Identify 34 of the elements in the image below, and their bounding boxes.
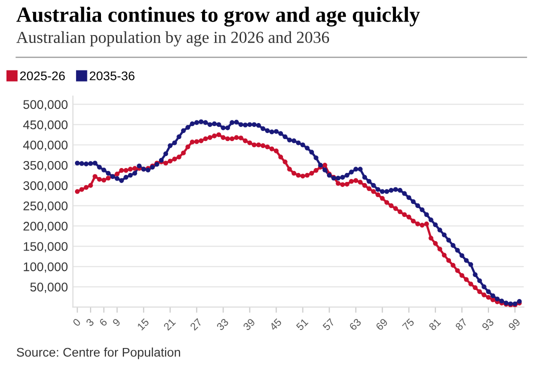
x-tick-label: 39 <box>242 318 256 331</box>
y-tick-label: 100,000 <box>24 262 68 273</box>
y-tick-label: 350,000 <box>23 160 68 172</box>
x-tick-label: 69 <box>375 318 388 331</box>
x-tick-label: 63 <box>348 318 362 331</box>
x-tick-label: 87 <box>454 318 468 331</box>
x-tick-label: 51 <box>296 318 308 331</box>
chart-title: Australia continues to grow and age quickly <box>16 6 420 26</box>
x-tick-label: 0 <box>72 318 82 327</box>
x-tick-label: 45 <box>269 318 282 331</box>
x-tick-label: 15 <box>136 318 150 331</box>
y-tick-label: 450,000 <box>23 120 68 131</box>
x-tick-label: 3 <box>86 318 94 327</box>
x-tick-label: 75 <box>402 318 415 331</box>
legend-label: 2025-26 <box>20 71 65 80</box>
y-tick-label: 250,000 <box>23 202 68 212</box>
x-tick-label: 27 <box>190 318 202 331</box>
x-tick-label: 81 <box>428 318 442 331</box>
y-tick-label: 300,000 <box>23 181 68 192</box>
x-tick-label: 57 <box>322 318 335 331</box>
legend-label: 2035-36 <box>90 71 134 80</box>
y-tick-label: 150,000 <box>24 242 68 252</box>
x-tick-label: 6 <box>98 318 108 327</box>
y-tick-label: 400,000 <box>23 140 68 151</box>
x-tick-label: 9 <box>112 318 121 327</box>
y-tick-label: 200,000 <box>23 222 68 232</box>
x-tick-label: 21 <box>163 318 176 331</box>
chart-subtitle: Australian population by age in 2026 and 2036 <box>16 31 330 46</box>
x-tick-label: 33 <box>216 318 229 331</box>
y-tick-label: 500,000 <box>23 100 68 110</box>
y-tick-label: 50,000 <box>30 282 68 293</box>
source-note: Source: Centre for Population <box>16 348 180 360</box>
x-tick-label: 99 <box>508 318 521 331</box>
x-tick-label: 93 <box>481 318 494 331</box>
